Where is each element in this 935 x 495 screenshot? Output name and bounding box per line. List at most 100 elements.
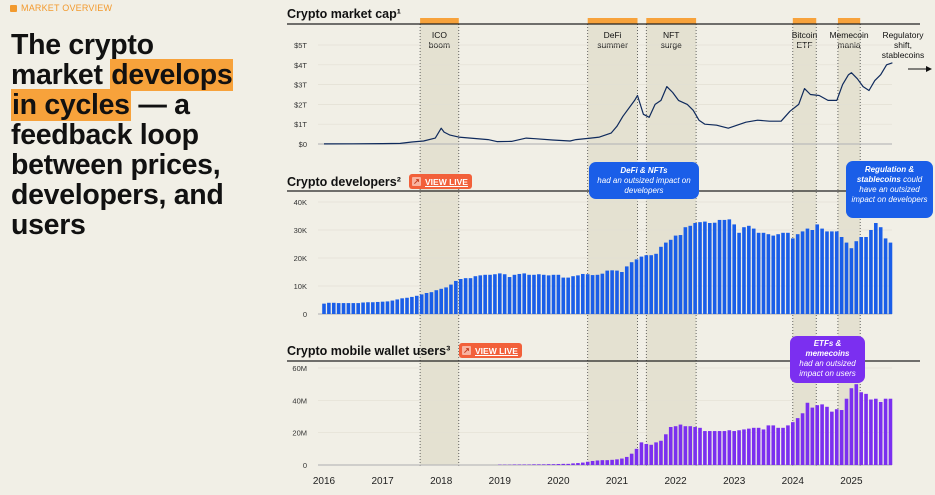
- developers-bar: [815, 224, 820, 314]
- developers-bar: [639, 256, 644, 314]
- developers-bar: [624, 266, 629, 314]
- developers-bar: [888, 242, 893, 314]
- cycle-highlight-marker: [837, 18, 861, 24]
- developers-bar: [883, 238, 888, 314]
- developers-bar: [356, 303, 360, 314]
- band-label: Bitcoin: [792, 30, 818, 40]
- developers-bar: [517, 273, 522, 314]
- future-label: Regulatory: [882, 30, 924, 40]
- kicker-square-icon: [10, 4, 17, 12]
- developers-bar: [507, 277, 512, 314]
- developers-view-live-button[interactable]: ↗ VIEW LIVE: [409, 174, 472, 189]
- developers-bar: [371, 302, 375, 314]
- users-view-live-button[interactable]: ↗ VIEW LIVE: [459, 343, 522, 358]
- users-bar: [561, 463, 566, 465]
- developers-bar: [751, 228, 756, 314]
- developers-bar: [839, 237, 844, 314]
- arrow-up-right-icon: ↗: [462, 346, 471, 355]
- future-label: stablecoins: [882, 50, 925, 60]
- page-headline: The crypto market develops in cycles — a…: [11, 30, 247, 240]
- marketcap-line: [323, 62, 893, 145]
- developers-bar: [854, 241, 859, 314]
- users-bar: [707, 431, 712, 465]
- kicker-label: MARKET OVERVIEW: [21, 3, 113, 13]
- users-bar: [761, 429, 766, 465]
- users-bar: [620, 458, 624, 465]
- developers-bar: [336, 303, 341, 314]
- arrow-head-icon: [926, 66, 932, 72]
- developers-bar: [424, 293, 429, 314]
- users-bar: [566, 463, 570, 465]
- x-tick-label: 2023: [723, 476, 746, 487]
- arrow-up-right-icon: ↗: [412, 177, 421, 186]
- users-bar: [732, 431, 736, 465]
- developers-bar: [859, 237, 863, 314]
- users-bar: [771, 425, 776, 465]
- developers-bar: [595, 274, 600, 314]
- users-bar: [595, 460, 600, 465]
- users-bar: [776, 427, 780, 465]
- developers-bar: [756, 232, 761, 314]
- users-bar: [766, 425, 771, 465]
- developers-bar: [419, 294, 424, 314]
- developers-bar: [869, 230, 873, 314]
- users-bar: [600, 460, 605, 465]
- y-tick-label: $2T: [294, 100, 307, 109]
- developers-bar: [644, 255, 649, 314]
- developers-bar: [781, 232, 785, 314]
- users-bar: [693, 427, 697, 465]
- developers-bar: [571, 276, 575, 314]
- users-bar: [571, 463, 575, 465]
- developers-bar: [502, 274, 507, 314]
- users-bar: [639, 442, 644, 465]
- users-bar: [590, 460, 595, 465]
- developers-bar: [488, 274, 492, 314]
- users-bar: [747, 428, 751, 465]
- developers-bar: [825, 231, 829, 314]
- developers-bar: [414, 295, 419, 314]
- users-bar: [830, 411, 834, 465]
- y-tick-label: 40K: [294, 198, 307, 207]
- users-bar: [556, 464, 561, 465]
- users-bar: [791, 422, 795, 465]
- developers-bar: [473, 276, 478, 314]
- users-bar: [541, 464, 546, 465]
- y-tick-label: $4T: [294, 61, 307, 70]
- developers-bar: [405, 297, 409, 314]
- developers-bar: [732, 224, 736, 314]
- developers-bar: [629, 262, 634, 314]
- band-label: NFT: [663, 30, 680, 40]
- developers-bar: [844, 242, 849, 314]
- users-bar: [698, 427, 702, 465]
- users-bar: [800, 413, 805, 465]
- developers-bar: [581, 273, 585, 314]
- x-tick-label: 2022: [664, 476, 687, 487]
- users-title: Crypto mobile wallet users³: [287, 344, 450, 358]
- developers-bar: [683, 227, 688, 314]
- users-bar: [532, 464, 536, 465]
- developers-bar: [400, 298, 404, 314]
- x-tick-label: 2020: [547, 476, 570, 487]
- cycle-highlight-marker: [792, 18, 817, 24]
- developers-bar: [874, 223, 878, 314]
- x-tick-label: 2024: [782, 476, 805, 487]
- users-bar: [878, 401, 883, 465]
- cycle-band: [587, 24, 638, 465]
- users-bar: [849, 388, 854, 465]
- developers-bar: [434, 290, 439, 314]
- developers-bar: [742, 227, 746, 314]
- y-tick-label: 40M: [292, 396, 307, 405]
- developers-bar: [698, 222, 702, 314]
- developers-bar: [620, 272, 624, 314]
- users-bar: [781, 427, 785, 465]
- developers-bar: [556, 274, 561, 314]
- users-bar: [717, 431, 722, 465]
- users-bar: [874, 398, 878, 465]
- users-bar: [722, 431, 727, 465]
- users-bar: [756, 427, 761, 465]
- developers-bar: [688, 225, 693, 314]
- developers-bar: [327, 302, 331, 314]
- users-bar: [605, 460, 610, 465]
- developers-bar: [561, 277, 566, 314]
- developers-bar: [834, 231, 839, 314]
